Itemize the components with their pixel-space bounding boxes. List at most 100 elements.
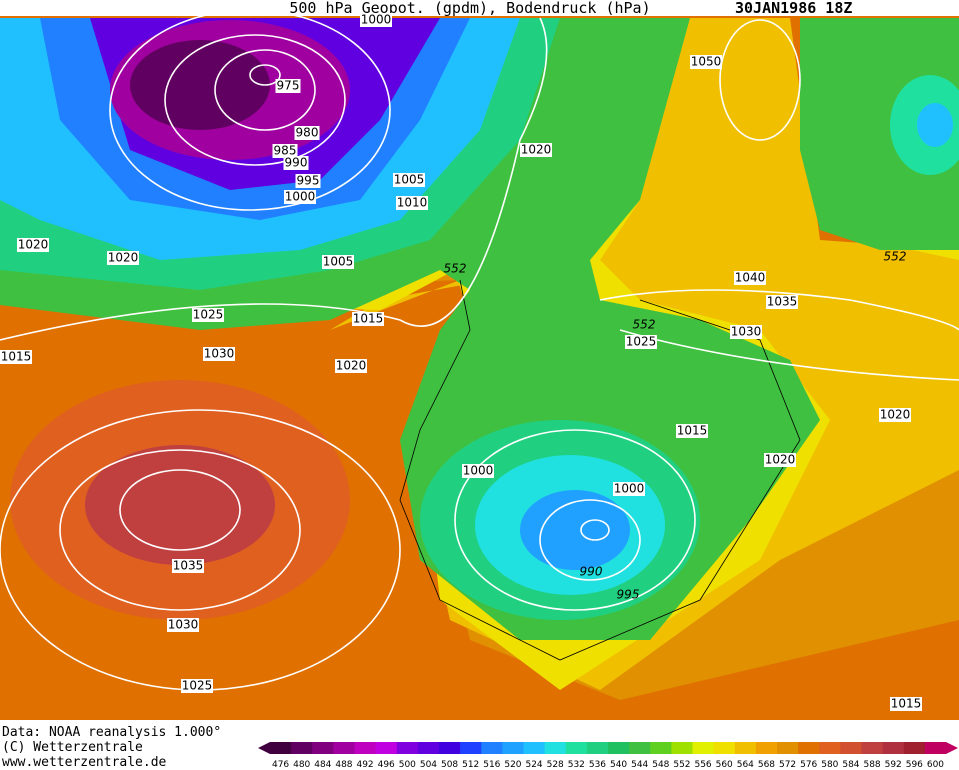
colorbar: 476 480 484 488 492 496 500 504 508 512 516 520 524 5… [258, 742, 958, 770]
colorbar-label: 560 [716, 760, 733, 770]
colorbar-box [312, 742, 334, 754]
contour-label: 1000 [285, 190, 316, 204]
contour-label: 980 [296, 126, 319, 140]
map [0, 9, 959, 720]
colorbar-label: 516 [483, 760, 500, 770]
colorbar-box [417, 742, 440, 754]
label-bg [462, 464, 494, 478]
colorbar-box [861, 742, 884, 754]
contour-label: 1010 [397, 196, 428, 210]
contour-label: 990 [580, 565, 603, 579]
colorbar-end [946, 742, 958, 754]
label-bg [613, 482, 645, 496]
colorbar-box [270, 742, 292, 754]
footer-line: www.wetterzentrale.de [2, 755, 167, 770]
contour-label: 552 [444, 262, 467, 276]
colorbar-label: 584 [842, 760, 859, 770]
colorbar-label: 552 [673, 760, 690, 770]
label-bg [734, 271, 766, 285]
colorbar-label: 548 [652, 760, 669, 770]
colorbar-box [629, 742, 651, 754]
colorbar-label: 588 [863, 760, 880, 770]
contour-label: 1020 [765, 453, 796, 467]
contour-label: 1005 [323, 255, 354, 269]
contour-labels: 1000975980985990995100010051010100510201… [0, 13, 922, 711]
contour-label: 1020 [880, 408, 911, 422]
footer-line: Data: NOAA reanalysis 1.000° [2, 725, 221, 740]
contour-label: 1025 [182, 679, 213, 693]
colorbar-box [692, 742, 715, 754]
colorbar-box [882, 742, 905, 754]
contour-label: 975 [277, 79, 300, 93]
contour-label: 1040 [735, 271, 766, 285]
label-bg [360, 13, 392, 27]
label-bg [203, 347, 235, 361]
contour-label: 1030 [204, 347, 235, 361]
contour-label: 1020 [18, 238, 49, 252]
colorbar-box [502, 742, 524, 754]
contour-label: 1035 [173, 559, 204, 573]
label-bg [295, 174, 321, 188]
colorbar-label: 484 [314, 760, 331, 770]
contour-label: 1030 [168, 618, 199, 632]
contour-label: 1015 [891, 697, 922, 711]
label-bg [294, 126, 320, 140]
label-bg [322, 255, 354, 269]
colorbar-label: 524 [525, 760, 542, 770]
label-bg [172, 559, 204, 573]
label-bg [192, 308, 224, 322]
colorbar-box [460, 742, 482, 754]
label-bg [272, 144, 298, 158]
contour-label: 1020 [521, 143, 552, 157]
contour-label: 1000 [361, 13, 392, 27]
label-bg [890, 697, 922, 711]
colorbar-label: 500 [399, 760, 416, 770]
colorbar-label: 532 [568, 760, 585, 770]
label-bg [879, 408, 911, 422]
colorbar-box [840, 742, 862, 754]
label-bg [520, 143, 552, 157]
colorbar-box [354, 742, 377, 754]
contour-label: 1015 [677, 424, 708, 438]
date: 30JAN1986 18Z [735, 0, 852, 17]
label-bg [730, 325, 762, 339]
contour-label: 1030 [731, 325, 762, 339]
contour-label: 985 [274, 144, 297, 158]
label-bg [17, 238, 49, 252]
contour-label: 1020 [108, 251, 139, 265]
contour-label: 1005 [394, 173, 425, 187]
colorbar-box [777, 742, 799, 754]
contour-label: 552 [884, 250, 907, 264]
colorbar-box [291, 742, 313, 754]
colorbar-label: 592 [885, 760, 902, 770]
contour-label: 1000 [614, 482, 645, 496]
label-bg [766, 295, 798, 309]
colorbar-box [713, 742, 736, 754]
contour-label: 1050 [691, 55, 722, 69]
colorbar-box [903, 742, 926, 754]
colorbar-label: 480 [293, 760, 310, 770]
label-bg [0, 350, 32, 364]
contour-label: 1000 [463, 464, 494, 478]
colorbar-box [565, 742, 588, 754]
label-bg [167, 618, 199, 632]
contour-label: 995 [617, 588, 640, 602]
colorbar-label: 536 [589, 760, 606, 770]
label-bg [181, 679, 213, 693]
colorbar-box [924, 742, 947, 754]
contour-label: 1015 [1, 350, 32, 364]
colorbar-box [439, 742, 461, 754]
colorbar-box [481, 742, 503, 754]
colorbar-label: 504 [420, 760, 437, 770]
colorbar-box [650, 742, 672, 754]
colorbar-label: 564 [737, 760, 754, 770]
colorbar-box [819, 742, 841, 754]
label-bg [335, 359, 367, 373]
colorbar-label: 572 [779, 760, 796, 770]
colorbar-label: 508 [441, 760, 458, 770]
label-bg [283, 156, 309, 170]
label-bg [690, 55, 722, 69]
contour-label: 990 [285, 156, 308, 170]
contour-label: 552 [633, 318, 656, 332]
contour-label: 1035 [767, 295, 798, 309]
